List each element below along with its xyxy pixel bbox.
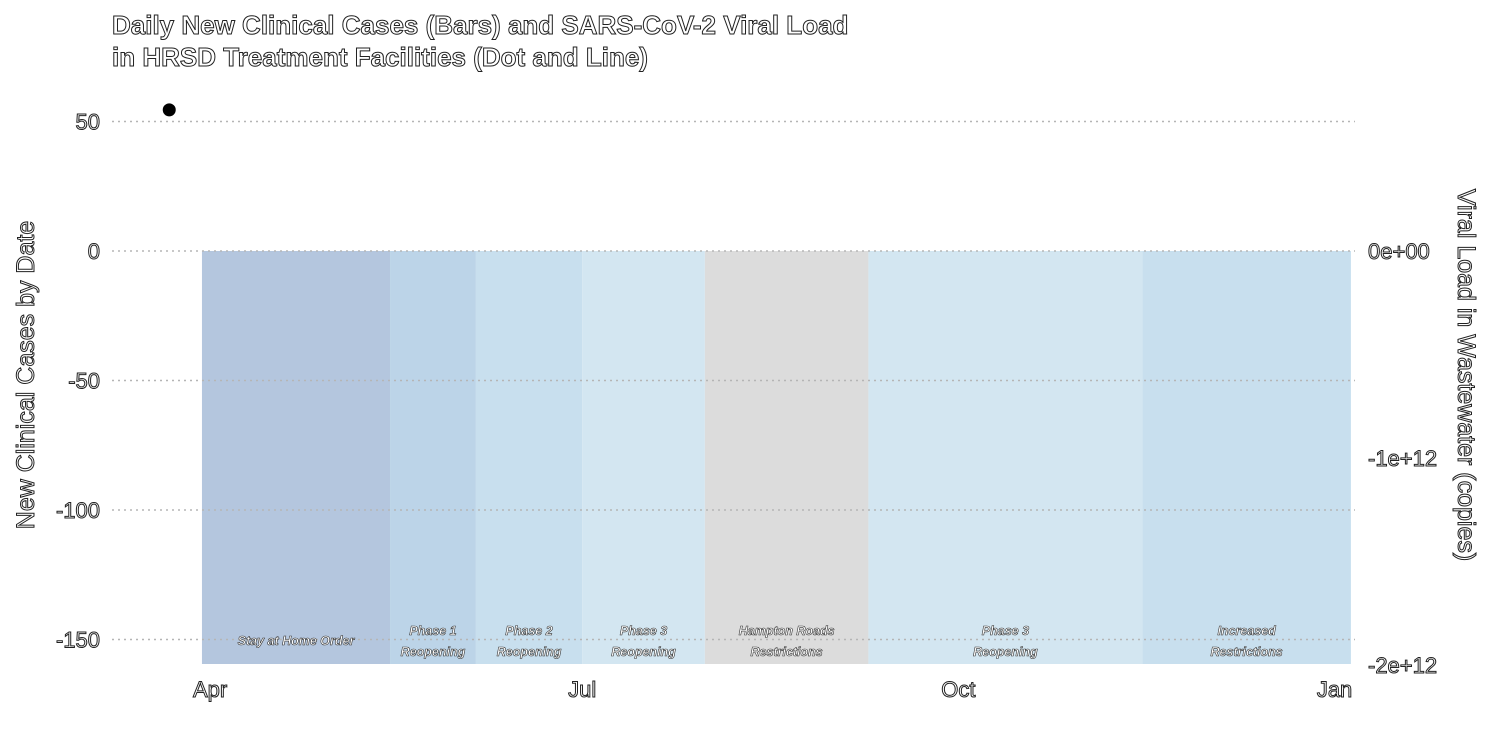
phase-label-5-line-1: Hampton Roads [739,624,835,638]
y-tick-label: -100 [56,498,100,523]
phase-label-5-line-2: Restrictions [751,645,823,659]
phase-label-4-line-1: Phase 3 [620,624,667,638]
data-point-1 [162,103,176,117]
x-tick-label: Apr [193,677,227,702]
y2-tick-label: 0e+00 [1368,239,1430,264]
y2-tick-label: -2e+12 [1368,653,1437,678]
phase-label-2-line-1: Phase 1 [409,624,456,638]
phase-label-6-line-1: Phase 3 [982,624,1029,638]
chart-title-line-2: in HRSD Treatment Facilities (Dot and Li… [112,42,648,72]
y-tick-label: 50 [76,110,100,135]
phase-label-1-line-1: Stay at Home Order [238,634,356,648]
phase-label-6-line-2: Reopening [973,645,1038,659]
phase-band-5 [704,251,869,664]
y2-axis-ticks: 0e+00 -1e+12 -2e+12 [1368,239,1438,679]
x-axis-ticks: Apr Jul Oct Jan [193,677,1353,703]
x-tick-label: Oct [941,677,975,702]
phase-label-2-line-2: Reopening [401,645,466,659]
phase-band-7 [1142,251,1351,664]
phase-label-3-line-1: Phase 2 [505,624,552,638]
phase-band-4 [582,251,705,664]
phase-band-6 [868,251,1143,664]
y-tick-label: -150 [56,628,100,653]
phase-label-7-line-1: Increased [1217,624,1276,638]
phase-bands [201,251,1351,664]
phase-label-7-line-2: Restrictions [1211,645,1283,659]
y-axis-ticks: 50 0 -50 -100 -150 [55,109,100,653]
phase-band-2 [390,251,476,664]
y-tick-label: 0 [88,239,100,264]
phase-band-3 [475,251,583,664]
phase-label-3-line-2: Reopening [497,645,562,659]
y2-tick-label: -1e+12 [1368,446,1437,471]
data-points [162,103,176,117]
phase-labels: Stay at Home Order Phase 1 Reopening Phase … [237,624,1283,660]
y-tick-label: -50 [68,369,100,394]
chart-title-line-1: Daily New Clinical Cases (Bars) and SARS… [112,10,848,40]
y-axis-label: New Clinical Cases by Date [12,221,40,529]
x-tick-label: Jan [1317,677,1352,702]
y2-axis-label: Viral Load in Wastewater (copies) [1452,189,1480,561]
phase-label-4-line-2: Reopening [611,645,676,659]
phase-band-1 [201,251,391,664]
x-tick-label: Jul [568,677,596,702]
